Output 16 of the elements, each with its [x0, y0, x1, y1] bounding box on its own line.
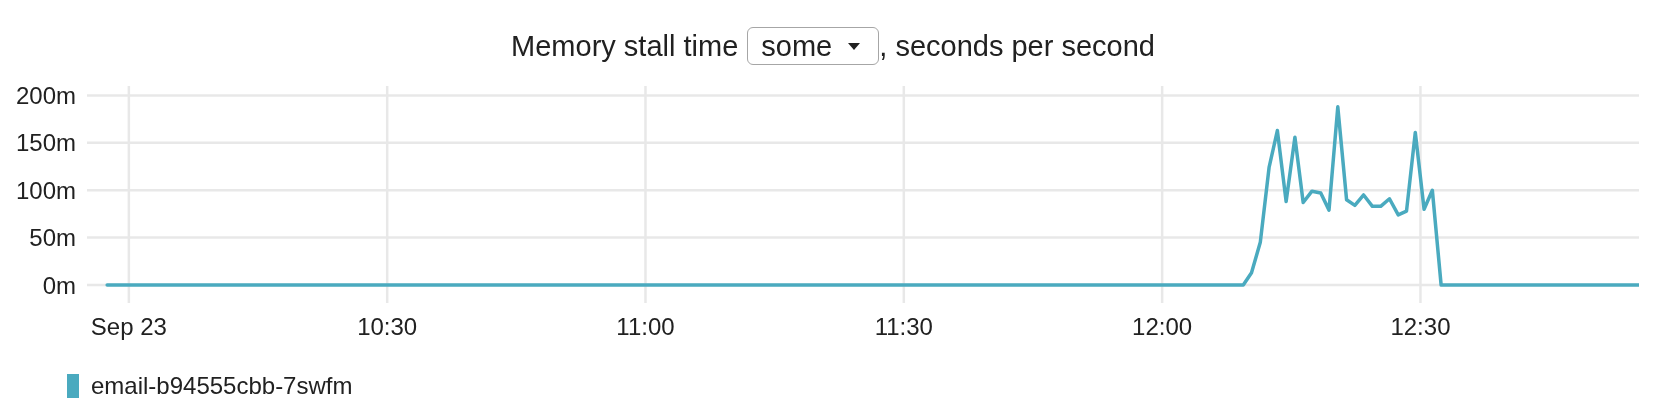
x-tick-label: 12:00	[1132, 313, 1193, 341]
x-tick-label: 11:00	[616, 313, 675, 341]
line-series	[105, 105, 1639, 287]
y-tick-label: 50m	[29, 224, 76, 252]
y-tick-label: 200m	[15, 82, 76, 109]
y-tick-label: 150m	[15, 129, 76, 157]
y-tick-label: 100m	[15, 176, 76, 204]
x-tick-label: 10:30	[357, 313, 418, 341]
legend-label: email-b94555cbb-7swfm	[91, 372, 353, 399]
x-tick-label: 12:30	[1390, 313, 1451, 341]
chart-title: Memory stall time	[511, 29, 739, 62]
x-tick-label: 11:30	[874, 313, 933, 341]
y-tick-label: 0m	[42, 271, 76, 299]
select-dropdown: some	[747, 27, 880, 65]
x-tick-label: Sep 23	[90, 313, 167, 341]
text: , seconds per second	[879, 29, 1155, 62]
